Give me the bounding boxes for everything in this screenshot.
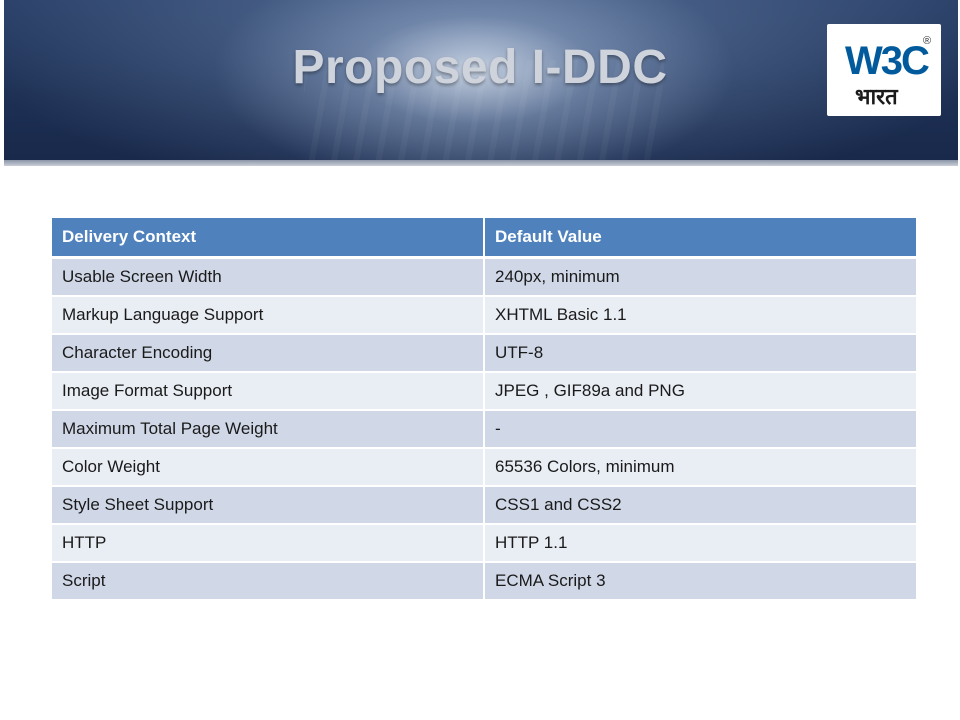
- cell-default-value: UTF-8: [484, 334, 916, 373]
- table-header-row: Delivery Context Default Value: [52, 218, 916, 259]
- column-header-default-value: Default Value: [484, 218, 916, 259]
- cell-default-value: 65536 Colors, minimum: [484, 448, 916, 487]
- logo-registered-mark: ®: [923, 35, 931, 47]
- cell-delivery-context: HTTP: [52, 524, 485, 563]
- logo-bharat-text: भारत: [855, 85, 899, 110]
- column-header-delivery-context: Delivery Context: [52, 218, 485, 259]
- cell-default-value: ECMA Script 3: [484, 562, 916, 601]
- table-row: Character Encoding UTF-8: [52, 334, 916, 373]
- slide-title: Proposed I-DDC: [292, 41, 668, 94]
- cell-delivery-context: Script: [52, 562, 485, 601]
- table-row: Color Weight 65536 Colors, minimum: [52, 448, 916, 487]
- table-row: Markup Language Support XHTML Basic 1.1: [52, 296, 916, 335]
- cell-delivery-context: Character Encoding: [52, 334, 485, 373]
- table-row: Style Sheet Support CSS1 and CSS2: [52, 486, 916, 525]
- table-row: Script ECMA Script 3: [52, 562, 916, 601]
- cell-default-value: -: [484, 410, 916, 449]
- table-row: Maximum Total Page Weight -: [52, 410, 916, 449]
- logo-w3c-text: W3C: [845, 39, 929, 83]
- cell-default-value: 240px, minimum: [484, 257, 916, 297]
- cell-delivery-context: Color Weight: [52, 448, 485, 487]
- w3c-india-logo: W3C ® भारत: [827, 24, 941, 116]
- cell-default-value: CSS1 and CSS2: [484, 486, 916, 525]
- cell-default-value: JPEG , GIF89a and PNG: [484, 372, 916, 411]
- cell-delivery-context: Style Sheet Support: [52, 486, 485, 525]
- cell-delivery-context: Markup Language Support: [52, 296, 485, 335]
- table-row: HTTP HTTP 1.1: [52, 524, 916, 563]
- cell-default-value: XHTML Basic 1.1: [484, 296, 916, 335]
- light-rays-decoration: [304, 60, 664, 166]
- cell-delivery-context: Usable Screen Width: [52, 257, 485, 297]
- table-row: Usable Screen Width 240px, minimum: [52, 257, 916, 297]
- cell-delivery-context: Maximum Total Page Weight: [52, 410, 485, 449]
- cell-default-value: HTTP 1.1: [484, 524, 916, 563]
- table-row: Image Format Support JPEG , GIF89a and P…: [52, 372, 916, 411]
- title-banner: [4, 0, 958, 166]
- delivery-context-table: Delivery Context Default Value Usable Sc…: [52, 218, 916, 601]
- cell-delivery-context: Image Format Support: [52, 372, 485, 411]
